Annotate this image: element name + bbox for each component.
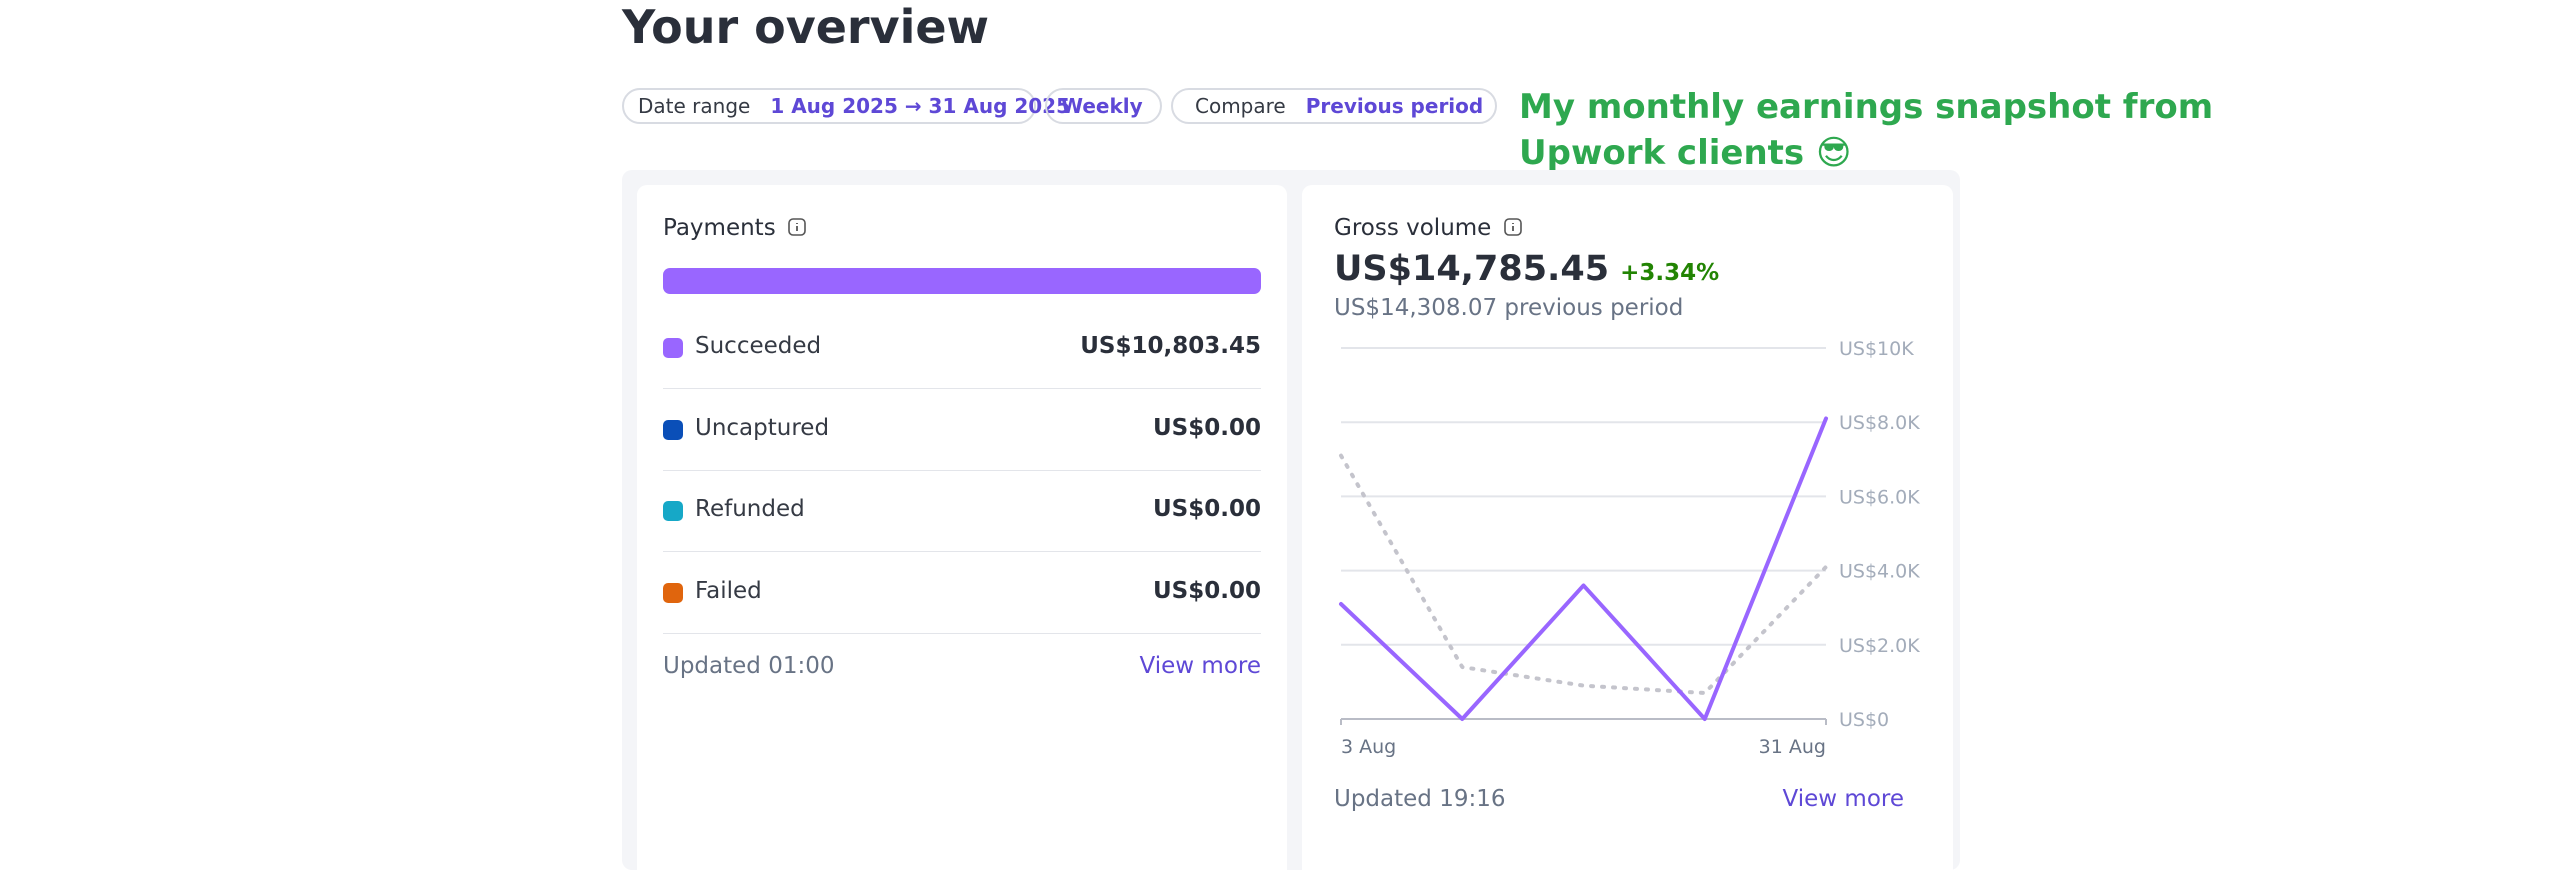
y-tick-label: US$10K: [1839, 338, 1914, 360]
status-dot: [663, 419, 683, 440]
info-icon[interactable]: [787, 217, 807, 237]
row-divider: [663, 632, 1261, 634]
previous-period: US$14,308.07 previous period: [1334, 295, 1684, 321]
view-more-link[interactable]: View more: [1139, 653, 1261, 679]
info-icon[interactable]: [1503, 217, 1523, 237]
status-label: Uncaptured: [695, 414, 830, 441]
annotation: My monthly earnings snapshot from Upwork…: [1519, 84, 2213, 176]
status-label: Succeeded: [695, 333, 822, 359]
y-tick-label: US$4.0K: [1839, 561, 1920, 583]
view-more-link[interactable]: View more: [1782, 786, 1904, 812]
status-value: US$0.00: [1153, 496, 1261, 522]
row-divider: [663, 469, 1261, 471]
line-series: [1339, 416, 1828, 721]
status-label: Failed: [695, 577, 762, 604]
x-tick-label: 3 Aug: [1341, 736, 1396, 758]
title-text: Payments: [663, 215, 776, 241]
card-title: Payments: [663, 215, 807, 241]
card-title: Gross volume: [1334, 215, 1523, 241]
filter-value: Weekly: [1061, 94, 1143, 118]
status-value: US$10,803.45: [1080, 333, 1261, 359]
line-series: [1339, 453, 1828, 696]
status-dot: [663, 338, 683, 358]
row-divider: [663, 551, 1261, 552]
x-tick-label: 31 Aug: [1759, 736, 1826, 758]
filter-value: Previous period: [1305, 94, 1484, 118]
gross-volume-chart: US$0 US$2.0K US$4.0K US$6.0K US$8.0K US$10K 3 …: [1339, 338, 1920, 758]
gross-volume-card: Gross volume US$14,785.45 +3.34% US$14,3…: [1302, 185, 1953, 885]
date-range-filter[interactable]: Date range 1 Aug 2025 → 31 Aug 2025: [622, 88, 1070, 124]
filter-value: 1 Aug 2025 → 31 Aug 2025: [770, 94, 1071, 118]
row-divider: [663, 388, 1261, 389]
updated-text: Updated 01:00: [663, 653, 835, 679]
y-tick-label: US$2.0K: [1839, 635, 1920, 657]
y-tick-label: US$8.0K: [1839, 412, 1920, 434]
y-tick-label: US$0: [1839, 709, 1889, 731]
annotation-line: Upwork clients 😎: [1519, 133, 1852, 173]
page-title: Your overview: [622, 0, 990, 54]
filter-label: Date range: [638, 94, 751, 118]
status-value: US$0.00: [1153, 414, 1261, 441]
amount-line: US$14,785.45 +3.34%: [1334, 249, 1719, 289]
compare-filter[interactable]: Compare Previous period: [1171, 88, 1497, 124]
status-dot: [663, 582, 683, 603]
title-text: Gross volume: [1334, 215, 1492, 241]
status-value: US$0.00: [1153, 577, 1261, 604]
filter-label: Compare: [1195, 94, 1286, 118]
updated-text: Updated 19:16: [1334, 786, 1506, 812]
payments-card: Payments Succeeded US$10,803.45 Uncaptured…: [637, 185, 1287, 885]
annotation-line: My monthly earnings snapshot from: [1519, 87, 2214, 127]
amount: US$14,785.45: [1334, 249, 1610, 289]
page: Your overview Date range 1 Aug 2025 → 31…: [622, 0, 2214, 870]
interval-filter[interactable]: Weekly: [1045, 88, 1162, 124]
y-tick-label: US$6.0K: [1839, 486, 1920, 508]
status-label: Refunded: [695, 496, 805, 522]
payments-bar: [663, 268, 1261, 294]
status-dot: [663, 501, 683, 521]
change: +3.34%: [1620, 260, 1720, 286]
